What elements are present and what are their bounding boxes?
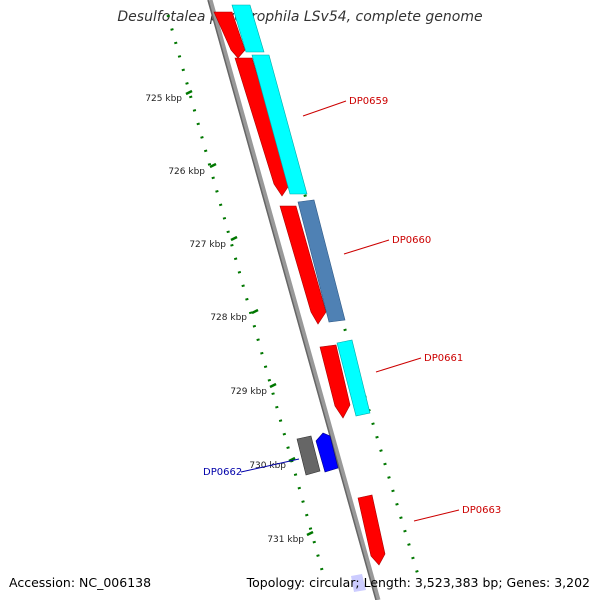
accession-text: Accession: NC_006138	[9, 575, 152, 590]
gene-label-dp0659[interactable]: DP0659	[349, 96, 388, 107]
cds-feature[interactable]	[319, 344, 351, 419]
tick-label-731: 731 kbp	[267, 535, 304, 545]
tick-label-727: 727 kbp	[189, 240, 226, 250]
tick-label-726: 726 kbp	[168, 167, 205, 177]
gene-leader-line	[343, 239, 390, 255]
tick-label-728: 728 kbp	[210, 313, 247, 323]
gene-leader-line	[413, 509, 460, 522]
cds-feature[interactable]	[234, 57, 291, 197]
cds-track	[213, 11, 386, 566]
blue-feature[interactable]	[315, 432, 339, 473]
tick-label-725: 725 kbp	[145, 94, 182, 104]
cds-feature[interactable]	[213, 11, 246, 59]
ortholog-feature[interactable]	[251, 54, 308, 195]
genome-backbone	[207, 0, 381, 600]
gene-label-dp0660[interactable]: DP0660	[392, 235, 431, 246]
tick-label-729: 729 kbp	[230, 387, 267, 397]
faint-feature	[351, 574, 366, 592]
cds-feature[interactable]	[357, 494, 386, 566]
gene-leader-line	[302, 100, 347, 117]
map-title: Desulfotalea psychrophila LSv54, complet…	[117, 9, 483, 25]
gene-leader-line	[240, 458, 300, 473]
grey-feature[interactable]	[296, 435, 321, 476]
inner-tick-ring	[166, 14, 324, 571]
gene-label-dp0662[interactable]: DP0662	[203, 467, 242, 478]
ortholog-track	[231, 4, 371, 417]
major-ticks	[185, 89, 314, 537]
genome-summary-text: Topology: circular; Length: 3,523,383 bp…	[246, 575, 590, 590]
gene-label-dp0663[interactable]: DP0663	[462, 505, 501, 516]
gene-leader-line	[375, 357, 422, 373]
ortholog-feature[interactable]	[231, 4, 265, 53]
cds-feature[interactable]	[279, 205, 327, 325]
ortholog-feature[interactable]	[336, 339, 371, 417]
gene-label-dp0661[interactable]: DP0661	[424, 353, 463, 364]
genome-backbone-shade	[207, 0, 377, 600]
ortholog-feature[interactable]	[297, 199, 346, 323]
